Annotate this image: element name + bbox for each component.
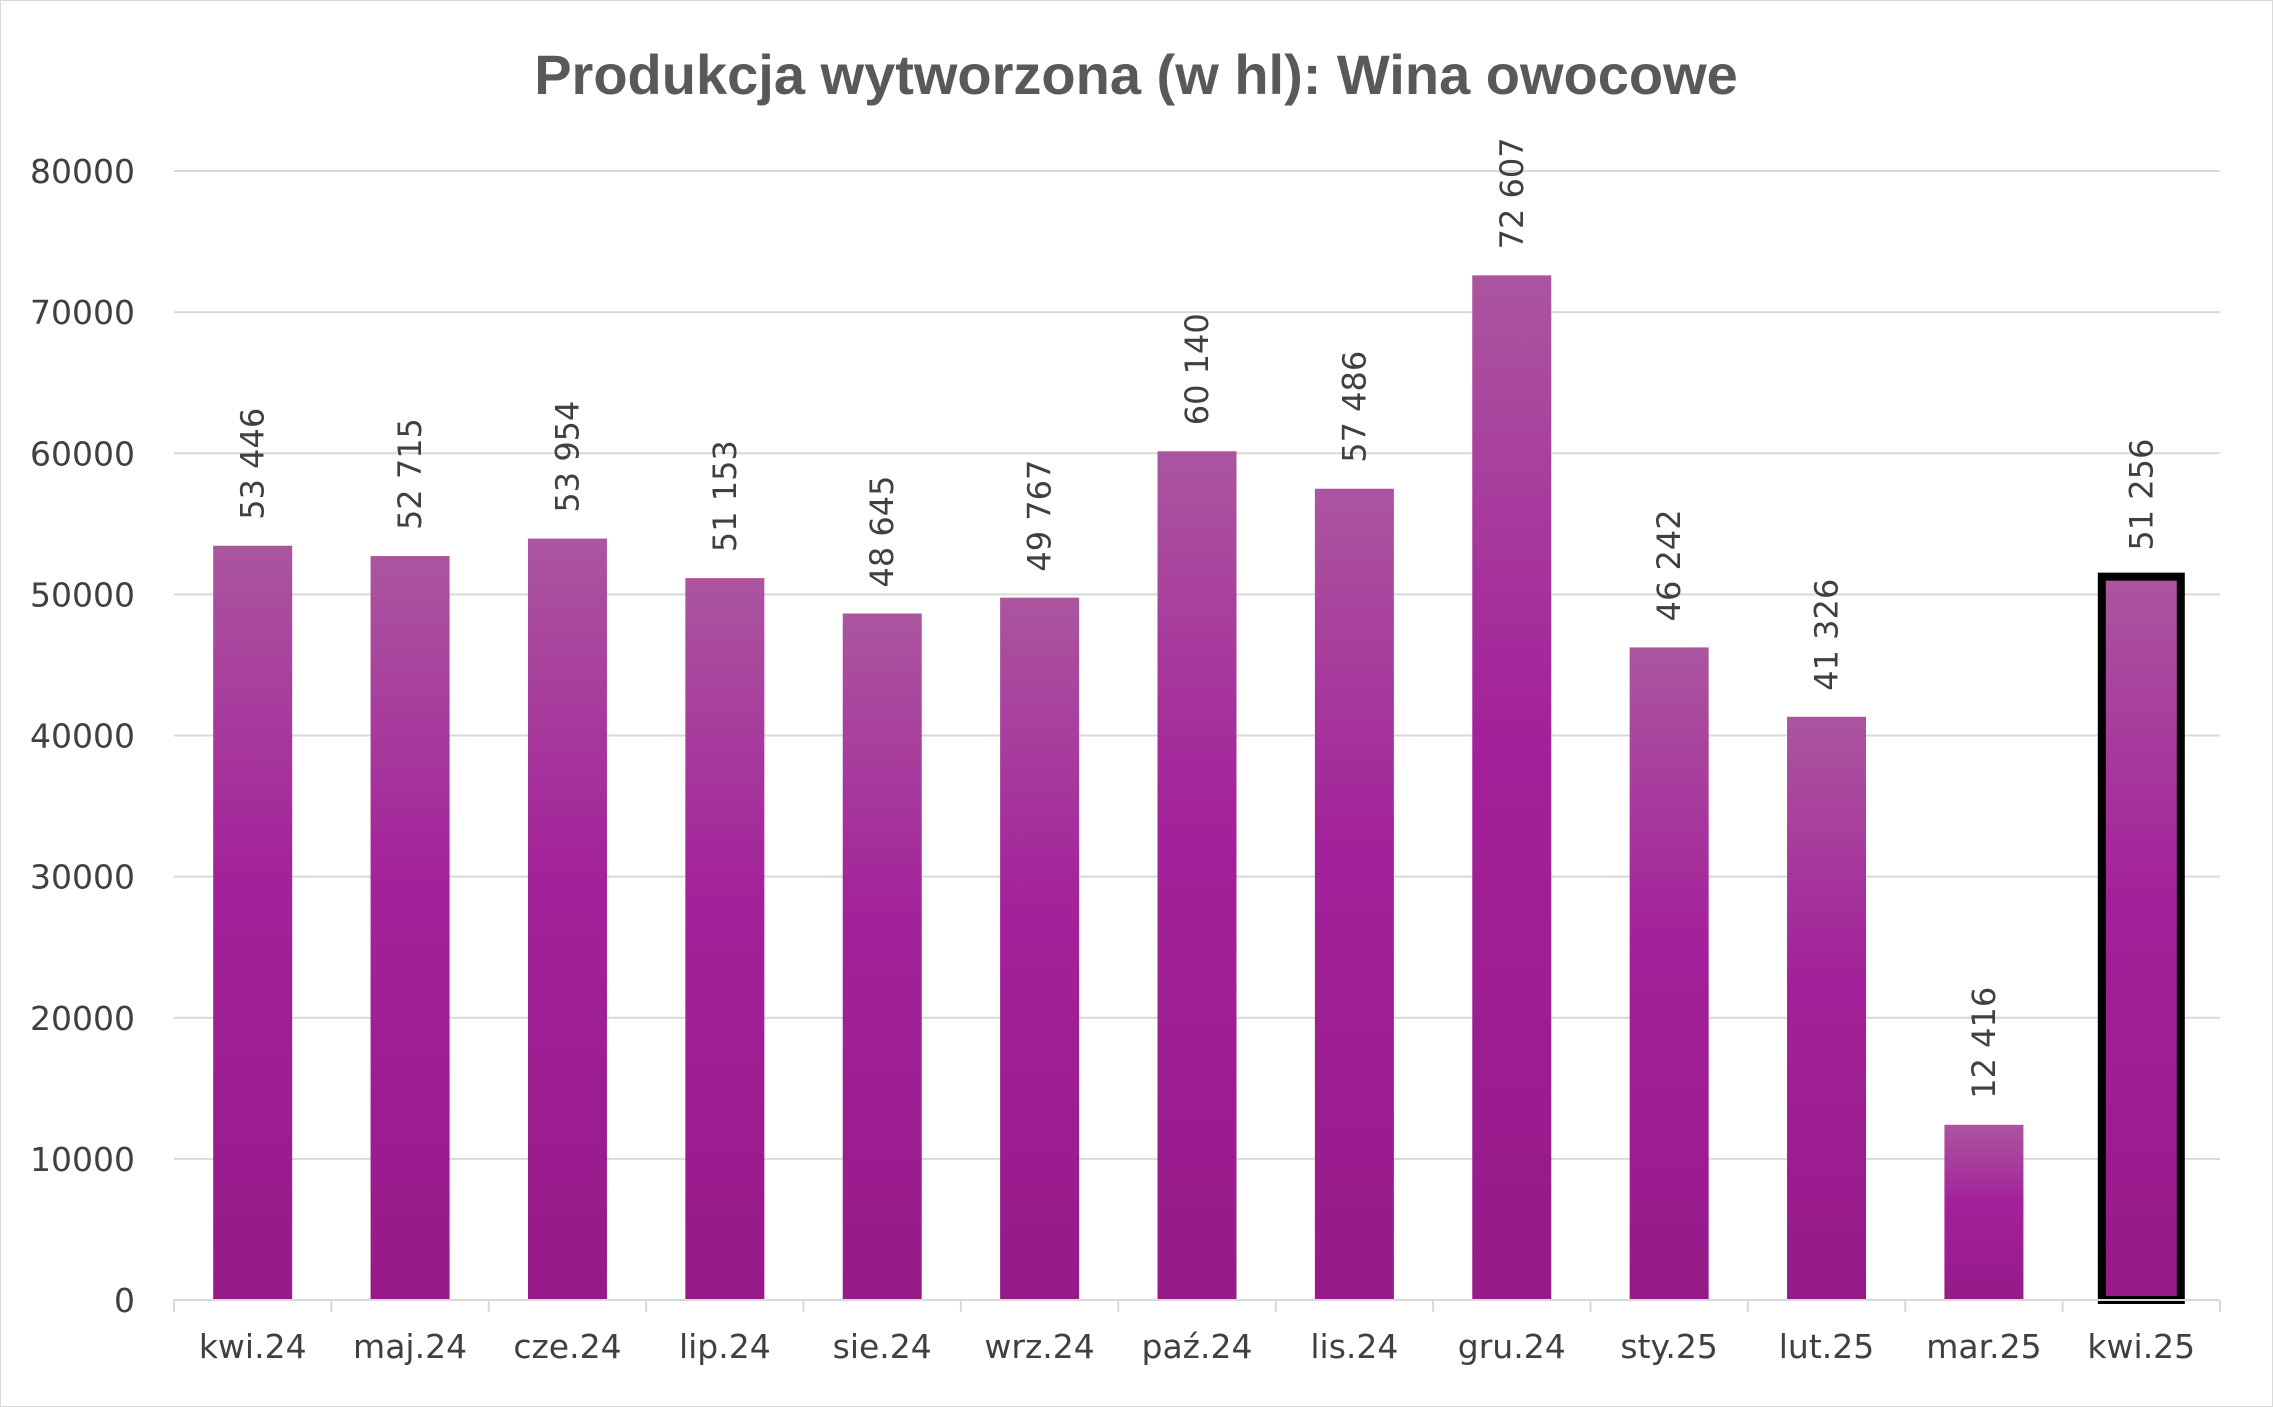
y-tick-label: 0 [114,1281,135,1320]
chart-title: Produkcja wytworzona (w hl): Wina owocow… [534,43,1738,106]
x-category-label: kwi.24 [199,1327,307,1366]
x-category-label: cze.24 [513,1327,621,1366]
bar-value-label: 12 416 [1965,987,2003,1099]
bar [1629,647,1709,1300]
bar-value-label: 52 715 [391,418,429,530]
x-axis-categories: kwi.24 maj.24 cze.24 lip.24 sie.24 wrz.24 paź.… [199,1327,2195,1366]
bar [527,538,607,1300]
x-category-label: lis.24 [1310,1327,1398,1366]
x-category-label: paź.24 [1142,1327,1253,1366]
y-tick-label: 30000 [30,858,135,897]
bars [213,275,2185,1304]
x-category-label: maj.24 [353,1327,467,1366]
y-tick-label: 50000 [30,575,135,614]
y-tick-label: 80000 [30,152,135,191]
y-tick-label: 40000 [30,717,135,756]
bar [1787,716,1867,1300]
bar-value-label: 41 326 [1808,579,1846,691]
bar [213,545,293,1300]
bar [370,556,450,1300]
bar-value-label: 51 153 [706,440,744,552]
bar [1472,275,1552,1300]
bar-value-label: 60 140 [1178,313,1216,425]
bar-value-label: 57 486 [1335,351,1373,463]
bar [1000,597,1080,1300]
bar [1944,1124,2024,1300]
bar-value-label: 51 256 [2122,439,2160,551]
x-category-label: sie.24 [833,1327,932,1366]
y-tick-label: 20000 [30,999,135,1038]
bar [1314,488,1394,1300]
bar-value-label: 72 607 [1493,137,1531,249]
x-category-label: lut.25 [1779,1327,1875,1366]
bar-value-label: 49 767 [1021,460,1059,572]
x-category-label: mar.25 [1926,1327,2041,1366]
x-category-label: lip.24 [679,1327,771,1366]
data-labels: 53 446 52 715 53 954 51 153 48 645 49 767 60 1… [234,137,2161,1098]
y-tick-label: 70000 [30,293,135,332]
bar-value-label: 53 954 [548,401,586,513]
x-axis [173,1299,2221,1312]
bar [2097,572,2185,1304]
y-tick-label: 60000 [30,434,135,473]
bar [842,613,922,1300]
y-tick-label: 10000 [30,1140,135,1179]
bar [685,578,765,1300]
x-category-label: gru.24 [1458,1327,1566,1366]
x-category-label: sty.25 [1620,1327,1717,1366]
y-axis-ticks: 0 10000 20000 30000 40000 50000 60000 70000 8000… [30,152,135,1320]
bar-value-label: 48 645 [863,476,901,588]
bar [1157,451,1237,1300]
x-category-label: kwi.25 [2087,1327,2195,1366]
bar-value-label: 53 446 [234,408,272,520]
bar-value-label: 46 242 [1650,509,1688,621]
x-category-label: wrz.24 [984,1327,1094,1366]
